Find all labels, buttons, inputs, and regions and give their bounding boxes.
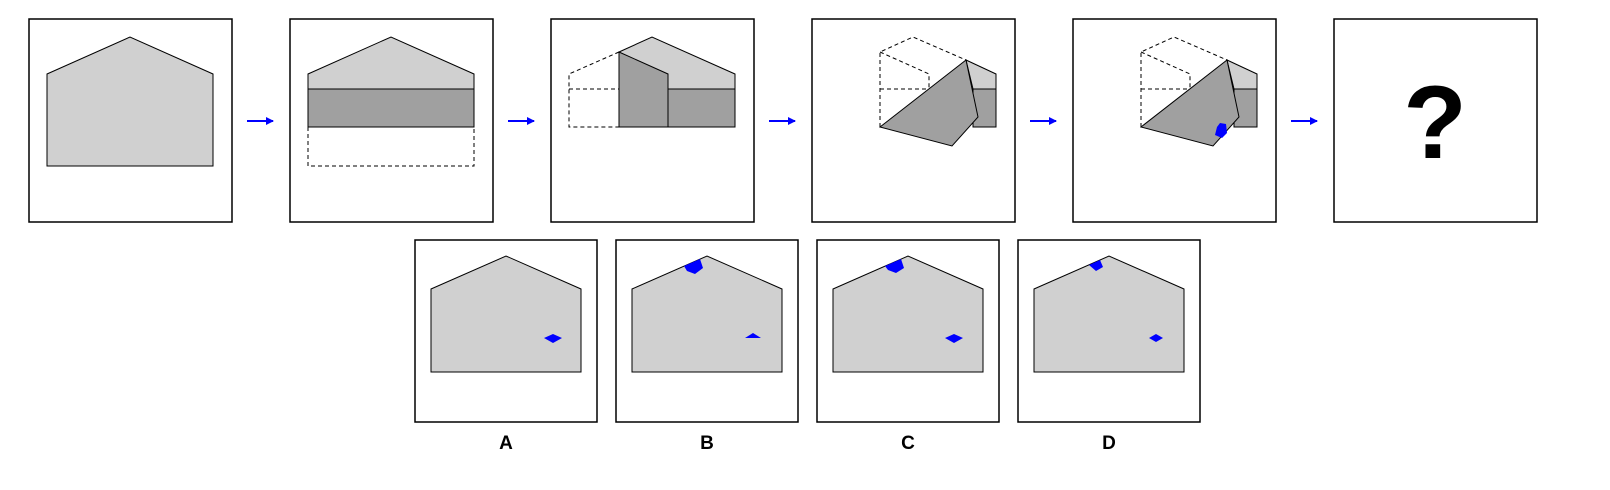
step-5-punched-hole <box>1215 123 1227 138</box>
option-c-hole-top <box>885 259 904 273</box>
step-3-folded-flap <box>618 51 669 128</box>
option-a-hole <box>544 334 562 343</box>
step-3-panel <box>550 18 755 223</box>
step-5-panel <box>1072 18 1277 223</box>
option-c-label: C <box>901 433 915 454</box>
option-a[interactable]: A <box>414 239 598 454</box>
step-5-folded-flap <box>1139 59 1240 147</box>
step-3-strip-right <box>667 88 736 128</box>
step-4-folded-flap <box>878 59 979 147</box>
step-1-panel <box>28 18 233 223</box>
option-b-hole-right <box>745 333 761 338</box>
step-1-paper <box>46 36 214 167</box>
step-2-panel <box>289 18 494 223</box>
step-2-folded-strip <box>307 88 475 128</box>
step-2-paper-top <box>307 36 475 90</box>
step-4-panel <box>811 18 1016 223</box>
option-b-label: B <box>700 433 714 454</box>
option-a-label: A <box>499 433 513 454</box>
option-d-hole-right <box>1149 334 1163 342</box>
option-d[interactable]: D <box>1017 239 1201 454</box>
option-d-hole-top <box>1089 260 1103 271</box>
option-c[interactable]: C <box>816 239 1000 454</box>
option-c-hole-right <box>945 334 963 343</box>
question-mark: ? <box>1403 65 1467 181</box>
option-d-label: D <box>1102 433 1116 454</box>
option-b[interactable]: B <box>615 239 799 454</box>
option-d-paper <box>1033 255 1185 373</box>
step-6-panel: ? <box>1333 18 1538 223</box>
option-b-hole-top <box>684 259 703 274</box>
step-2-original-position <box>307 126 475 167</box>
option-a-paper <box>430 255 582 373</box>
